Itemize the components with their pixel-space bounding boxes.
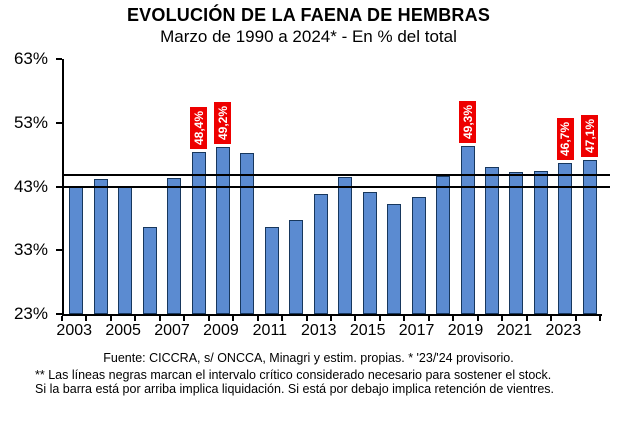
x-tick-11 (330, 316, 332, 321)
value-label-2023: 46,7% (556, 117, 574, 160)
value-label-2009: 49,2% (214, 101, 232, 144)
reference-line-1 (64, 185, 610, 188)
bar-2003 (69, 186, 84, 314)
x-tick-label-2019: 2019 (447, 322, 484, 339)
x-tick-3 (134, 316, 137, 321)
x-tick-13 (378, 316, 381, 321)
bar-2015 (362, 192, 377, 314)
bar-2006 (142, 226, 157, 314)
y-tick-43 (56, 185, 62, 188)
bar-2004 (93, 178, 108, 314)
x-tick-label-2011: 2011 (252, 322, 288, 339)
x-tick-label-2021: 2021 (496, 322, 533, 339)
x-tick-label-2015: 2015 (349, 322, 386, 339)
bar-2020 (484, 167, 499, 314)
y-tick-label-53: 53% (13, 112, 48, 132)
value-label-text: 48,4% (191, 111, 206, 146)
bar-2021 (509, 171, 524, 314)
x-tick-16 (452, 316, 455, 321)
bar-2009 (215, 146, 230, 314)
x-tick-12 (354, 316, 357, 321)
x-tick-label-2013: 2013 (300, 322, 337, 339)
value-label-2024: 47,1% (581, 115, 599, 158)
x-tick-10 (305, 316, 308, 321)
y-tick-33 (56, 249, 62, 252)
x-tick-label-2003: 2003 (56, 322, 93, 339)
bar-2007 (167, 178, 182, 314)
footnote: ** Las líneas negras marcan el intervalo… (35, 368, 607, 396)
y-tick-label-33: 33% (13, 240, 48, 260)
value-label-2019: 49,3% (459, 101, 476, 144)
x-tick-label-2017: 2017 (398, 322, 435, 339)
x-tick-0 (61, 316, 63, 321)
bar-2012 (289, 220, 304, 314)
bar-2014 (338, 176, 353, 314)
x-tick-22 (599, 316, 601, 321)
value-label-text: 47,1% (582, 119, 597, 154)
value-label-text: 49,2% (215, 105, 230, 140)
x-tick-label-2009: 2009 (203, 322, 239, 339)
x-tick-4 (158, 316, 161, 321)
x-tick-label-2005: 2005 (105, 322, 141, 339)
bar-2018 (436, 176, 451, 314)
plot-area: 48,4% 49,2% 49,3% 46,7% 47,1% (62, 59, 610, 316)
bar-2005 (118, 186, 133, 314)
value-label-2008: 48,4% (190, 107, 207, 150)
bar-2017 (411, 197, 426, 314)
value-label-text: 49,3% (460, 105, 475, 140)
x-tick-5 (183, 316, 186, 321)
y-tick-23 (56, 313, 62, 315)
x-tick-20 (550, 316, 553, 321)
bar-2019 (460, 146, 475, 314)
bar-2010 (240, 153, 255, 314)
x-tick-14 (403, 316, 406, 321)
bar-2008 (191, 152, 206, 314)
x-tick-15 (427, 316, 430, 321)
source-note: Fuente: CICCRA, s/ ONCCA, Minagri y esti… (103, 351, 514, 365)
chart-title: EVOLUCIÓN DE LA FAENA DE HEMBRAS (126, 5, 491, 25)
bar-2013 (313, 194, 328, 314)
x-tick-1 (85, 316, 88, 321)
x-tick-7 (232, 316, 235, 321)
y-tick-label-23: 23% (13, 304, 48, 323)
bar-2022 (533, 171, 548, 314)
bar-2023 (558, 162, 573, 314)
chart-subtitle: Marzo de 1990 a 2024* - En % del total (160, 27, 457, 46)
footnote-line1: ** Las líneas negras marcan el intervalo… (35, 368, 552, 382)
x-tick-19 (525, 316, 528, 321)
x-tick-18 (501, 316, 504, 321)
y-tick-63 (56, 58, 62, 60)
y-tick-53 (56, 121, 62, 124)
bar-2011 (264, 227, 279, 314)
x-tick-21 (574, 316, 577, 321)
value-label-text: 46,7% (558, 121, 573, 156)
x-tick-label-2023: 2023 (545, 322, 582, 339)
footnote-line2: Si la barra está por arriba implica liqu… (35, 381, 555, 396)
x-tick-label-2007: 2007 (154, 322, 190, 339)
y-tick-label-63: 63% (13, 49, 48, 68)
bar-2024 (582, 160, 597, 314)
x-tick-8 (256, 316, 259, 321)
y-tick-label-43: 43% (13, 176, 48, 196)
x-tick-17 (476, 316, 479, 321)
x-tick-2 (109, 316, 112, 321)
x-tick-6 (207, 316, 210, 321)
bar-2016 (387, 204, 402, 314)
reference-line-2 (64, 174, 610, 177)
x-tick-9 (281, 316, 284, 321)
